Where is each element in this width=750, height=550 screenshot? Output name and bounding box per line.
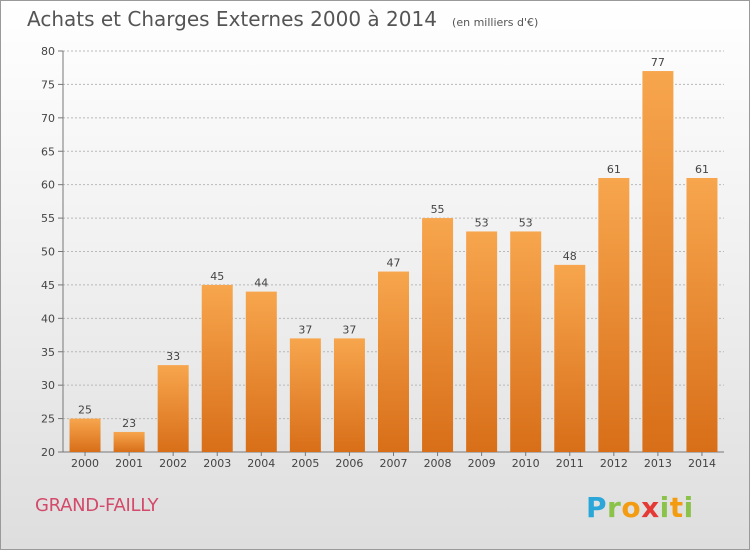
y-tick-label: 60	[41, 179, 55, 192]
bar	[157, 365, 189, 452]
x-tick-label: 2014	[688, 457, 716, 470]
y-tick-label: 65	[41, 145, 55, 158]
x-tick-label: 2008	[424, 457, 452, 470]
bar	[113, 431, 145, 452]
x-tick-label: 2001	[115, 457, 143, 470]
data-label: 45	[210, 270, 224, 283]
bar	[201, 284, 233, 452]
data-label: 55	[431, 203, 445, 216]
bar	[378, 271, 409, 452]
x-tick-label: 2006	[335, 457, 363, 470]
chart-title: Achats et Charges Externes 2000 à 2014	[27, 7, 437, 31]
chart-subtitle: (en milliers d'€)	[452, 16, 539, 29]
data-label: 23	[122, 417, 136, 430]
x-tick-label: 2007	[380, 457, 408, 470]
data-label: 53	[475, 216, 489, 229]
labels: 25 2000 23 2001 33 2002 45 2003 44 2004 37 2005 37 20…	[71, 56, 716, 470]
y-tick-label: 30	[41, 379, 55, 392]
y-tick-label: 40	[41, 312, 55, 325]
data-label: 61	[695, 163, 709, 176]
x-tick-label: 2000	[71, 457, 99, 470]
data-label: 77	[651, 56, 665, 69]
logo-letter: r	[607, 491, 622, 524]
logo-letter: P	[586, 491, 608, 524]
data-label: 61	[607, 163, 621, 176]
data-label: 37	[298, 323, 312, 336]
logo-letter: i	[659, 491, 670, 524]
y-tick-label: 75	[41, 78, 55, 91]
bar	[422, 218, 454, 452]
data-label: 53	[519, 216, 533, 229]
bar	[554, 264, 586, 452]
bar	[69, 418, 101, 452]
x-tick-label: 2012	[600, 457, 628, 470]
x-tick-label: 2003	[203, 457, 231, 470]
bar	[289, 338, 321, 452]
bar	[642, 71, 674, 453]
x-tick-label: 2005	[291, 457, 319, 470]
data-label: 47	[387, 257, 401, 270]
data-label: 37	[342, 323, 356, 336]
logo-letter: i	[683, 491, 694, 524]
y-tick-label: 50	[41, 246, 55, 259]
x-tick-label: 2013	[644, 457, 672, 470]
logo-letter: x	[641, 491, 660, 524]
x-tick-label: 2009	[468, 457, 496, 470]
y-tick-label: 20	[41, 446, 55, 459]
data-label: 44	[254, 277, 268, 290]
data-label: 25	[78, 404, 92, 417]
place-name: GRAND-FAILLY	[35, 495, 159, 516]
y-tick-label: 25	[41, 413, 55, 426]
bar	[510, 231, 542, 452]
y-tick-label: 80	[41, 45, 55, 58]
y-tick-label: 70	[41, 112, 55, 125]
bar	[245, 291, 277, 452]
proxiti-logo[interactable]: Proxiti	[586, 491, 694, 524]
title-row: Achats et Charges Externes 2000 à 2014 (…	[27, 7, 538, 31]
x-tick-label: 2011	[556, 457, 584, 470]
bar	[598, 177, 630, 452]
x-tick-label: 2004	[247, 457, 275, 470]
logo-letter: o	[621, 491, 642, 524]
bars	[69, 71, 718, 453]
bar	[333, 338, 365, 452]
y-tick-label: 45	[41, 279, 55, 292]
bar	[466, 231, 498, 452]
bar	[686, 177, 718, 452]
data-label: 48	[563, 250, 577, 263]
data-label: 33	[166, 350, 180, 363]
logo-letter: t	[669, 491, 684, 524]
x-tick-label: 2010	[512, 457, 540, 470]
y-tick-label: 35	[41, 346, 55, 359]
x-tick-label: 2002	[159, 457, 187, 470]
y-tick-label: 55	[41, 212, 55, 225]
